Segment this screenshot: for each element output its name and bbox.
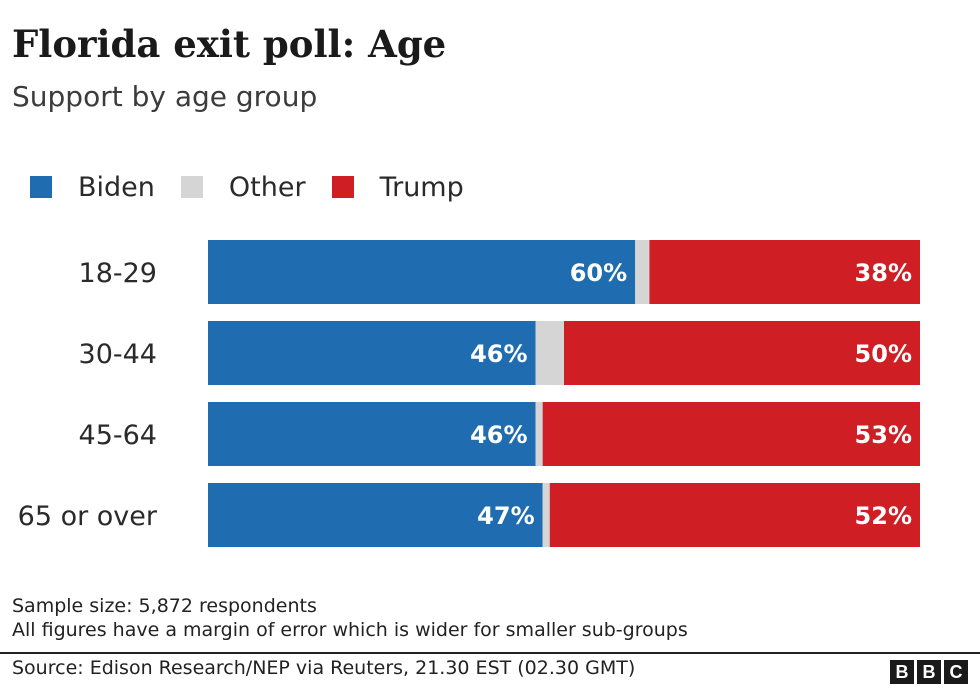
bar-other-18-29 [635, 240, 650, 304]
legend-item-other: Other [180, 171, 306, 203]
legend-item-trump: Trump [331, 171, 464, 203]
data-label-trump-30-44: 50% [855, 340, 912, 368]
category-label-30-44: 30-44 [79, 339, 157, 370]
category-label-45-64: 45-64 [79, 420, 157, 451]
bar-biden-65-or-over [208, 483, 543, 547]
bar-biden-18-29 [208, 240, 636, 304]
data-label-biden-65-or-over: 47% [477, 502, 534, 530]
margin-of-error-note: All figures have a margin of error which… [12, 619, 688, 641]
bar-trump-65-or-over [549, 483, 920, 547]
chart-notes: Sample size: 5,872 respondents All figur… [12, 594, 688, 642]
legend-label-trump: Trump [379, 171, 464, 203]
data-label-biden-30-44: 46% [470, 340, 527, 368]
legend-swatch-biden [30, 176, 52, 198]
source-line: Source: Edison Research/NEP via Reuters,… [12, 657, 636, 679]
legend: Biden Other Trump [30, 167, 490, 207]
sample-size-note: Sample size: 5,872 respondents [12, 595, 317, 617]
data-label-trump-18-29: 38% [855, 259, 912, 287]
bar-other-30-44 [535, 321, 564, 385]
data-label-biden-45-64: 46% [470, 421, 527, 449]
bar-trump-45-64 [542, 402, 920, 466]
legend-label-other: Other [228, 171, 306, 203]
legend-swatch-other [180, 176, 203, 198]
bar-other-65-or-over [542, 483, 550, 547]
category-label-18-29: 18-29 [79, 258, 157, 289]
chart-title: Florida exit poll: Age [12, 22, 447, 66]
data-label-trump-65-or-over: 52% [855, 502, 912, 530]
bar-trump-18-29 [649, 240, 920, 304]
footer-divider [0, 652, 980, 654]
bbc-logo-letter-1: B [890, 660, 914, 684]
legend-swatch-trump [331, 176, 354, 198]
bbc-logo-letter-3: C [944, 660, 968, 684]
bbc-logo: B B C [890, 660, 968, 684]
bar-trump-30-44 [564, 321, 920, 385]
bar-biden-30-44 [208, 321, 536, 385]
bbc-logo-letter-2: B [917, 660, 941, 684]
data-label-biden-18-29: 60% [570, 259, 627, 287]
chart-subtitle: Support by age group [12, 80, 318, 113]
bar-other-45-64 [535, 402, 543, 466]
legend-label-biden: Biden [78, 171, 155, 203]
bar-biden-45-64 [208, 402, 536, 466]
data-label-trump-45-64: 53% [855, 421, 912, 449]
stacked-bar-chart: 18-29 60% 38% 30-44 46% 50% 45-64 46% 53% 65 or o… [18, 240, 920, 547]
legend-item-biden: Biden [30, 172, 155, 203]
category-label-65-or-over: 65 or over [18, 501, 158, 532]
